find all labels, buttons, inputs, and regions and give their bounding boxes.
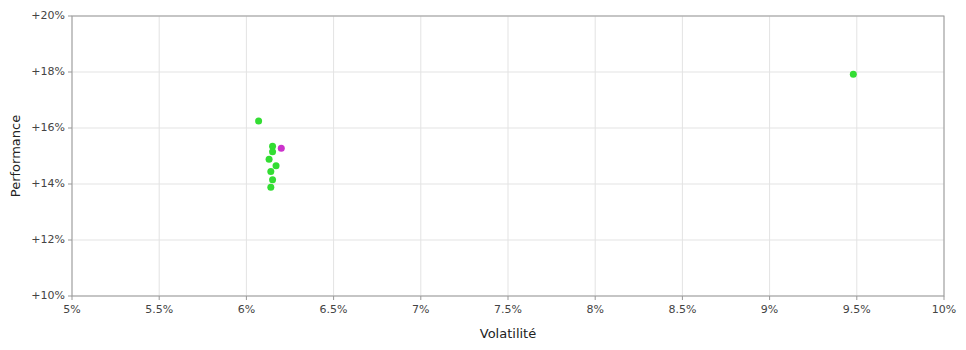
y-tick-label: +16% bbox=[31, 121, 65, 134]
y-tick-label: +20% bbox=[31, 9, 65, 22]
point bbox=[278, 145, 285, 152]
x-grid-line bbox=[856, 16, 857, 296]
point bbox=[267, 168, 274, 175]
grid bbox=[72, 16, 944, 296]
x-tick-label: 5% bbox=[63, 303, 80, 316]
x-grid-line bbox=[508, 16, 509, 296]
y-grid-line bbox=[72, 128, 944, 129]
x-tick-label: 9% bbox=[761, 303, 778, 316]
x-tick bbox=[420, 296, 421, 300]
y-grid-line bbox=[72, 72, 944, 73]
chart: 5% 5.5% 6% 6.5% 7% 7.5% 8% 8.5% 9% 9.5% 10% +10% +12… bbox=[0, 0, 966, 350]
point bbox=[267, 184, 274, 191]
tick-labels: 5% 5.5% 6% 6.5% 7% 7.5% 8% 8.5% 9% 9.5% 10% +10% +12… bbox=[31, 9, 956, 316]
x-tick bbox=[508, 296, 509, 300]
x-tick bbox=[769, 296, 770, 300]
series bbox=[255, 71, 857, 191]
y-grid-line bbox=[72, 240, 944, 241]
x-tick bbox=[72, 296, 73, 300]
point bbox=[255, 118, 262, 125]
point bbox=[269, 176, 276, 183]
x-grid-line bbox=[246, 16, 247, 296]
x-grid-line bbox=[333, 16, 334, 296]
x-grid-line bbox=[159, 16, 160, 296]
x-tick-label: 6% bbox=[238, 303, 255, 316]
point bbox=[850, 71, 857, 78]
series bbox=[278, 145, 285, 152]
x-grid-line bbox=[420, 16, 421, 296]
y-tick bbox=[68, 296, 72, 297]
point bbox=[269, 148, 276, 155]
x-tick-label: 7.5% bbox=[494, 303, 522, 316]
y-tick bbox=[68, 240, 72, 241]
y-tick-label: +10% bbox=[31, 289, 65, 302]
x-grid-line bbox=[595, 16, 596, 296]
y-grid-line bbox=[72, 184, 944, 185]
point bbox=[266, 156, 273, 163]
x-tick-label: 8% bbox=[586, 303, 603, 316]
chart-container: 5% 5.5% 6% 6.5% 7% 7.5% 8% 8.5% 9% 9.5% 10% +10% +12… bbox=[0, 0, 966, 350]
x-tick-label: 5.5% bbox=[145, 303, 173, 316]
x-tick-label: 8.5% bbox=[668, 303, 696, 316]
y-tick bbox=[68, 72, 72, 73]
x-tick bbox=[159, 296, 160, 300]
y-tick bbox=[68, 184, 72, 185]
x-tick-label: 9.5% bbox=[843, 303, 871, 316]
x-grid-line bbox=[769, 16, 770, 296]
x-axis-label: Volatilité bbox=[480, 326, 536, 341]
plot-frame bbox=[72, 16, 944, 296]
y-tick-label: +12% bbox=[31, 233, 65, 246]
x-tick bbox=[856, 296, 857, 300]
points bbox=[255, 71, 857, 191]
x-tick bbox=[333, 296, 334, 300]
x-tick bbox=[595, 296, 596, 300]
y-tick-label: +14% bbox=[31, 177, 65, 190]
x-tick-label: 7% bbox=[412, 303, 429, 316]
x-tick bbox=[246, 296, 247, 300]
y-axis-label: Performance bbox=[8, 115, 23, 197]
x-tick-label: 6.5% bbox=[320, 303, 348, 316]
x-tick-label: 10% bbox=[932, 303, 956, 316]
y-tick bbox=[68, 128, 72, 129]
y-tick bbox=[68, 16, 72, 17]
y-tick-label: +18% bbox=[31, 65, 65, 78]
x-tick bbox=[944, 296, 945, 300]
point bbox=[273, 162, 280, 169]
x-grid-line bbox=[682, 16, 683, 296]
plot-background bbox=[72, 16, 944, 296]
x-tick bbox=[682, 296, 683, 300]
